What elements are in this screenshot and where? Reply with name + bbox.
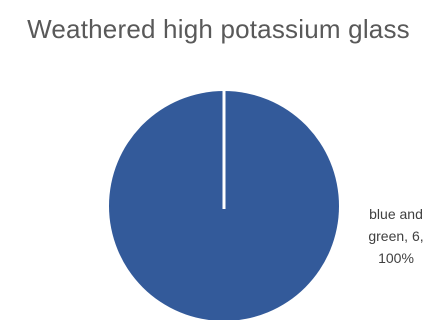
data-label-line-3: 100% <box>378 250 414 266</box>
data-label-blue-and-green: blue and green, 6, 100% <box>356 203 436 269</box>
data-label-line-2: green, 6, <box>368 228 424 244</box>
chart-title: Weathered high potassium glass <box>27 14 410 44</box>
data-label-line-1: blue and <box>369 206 423 222</box>
